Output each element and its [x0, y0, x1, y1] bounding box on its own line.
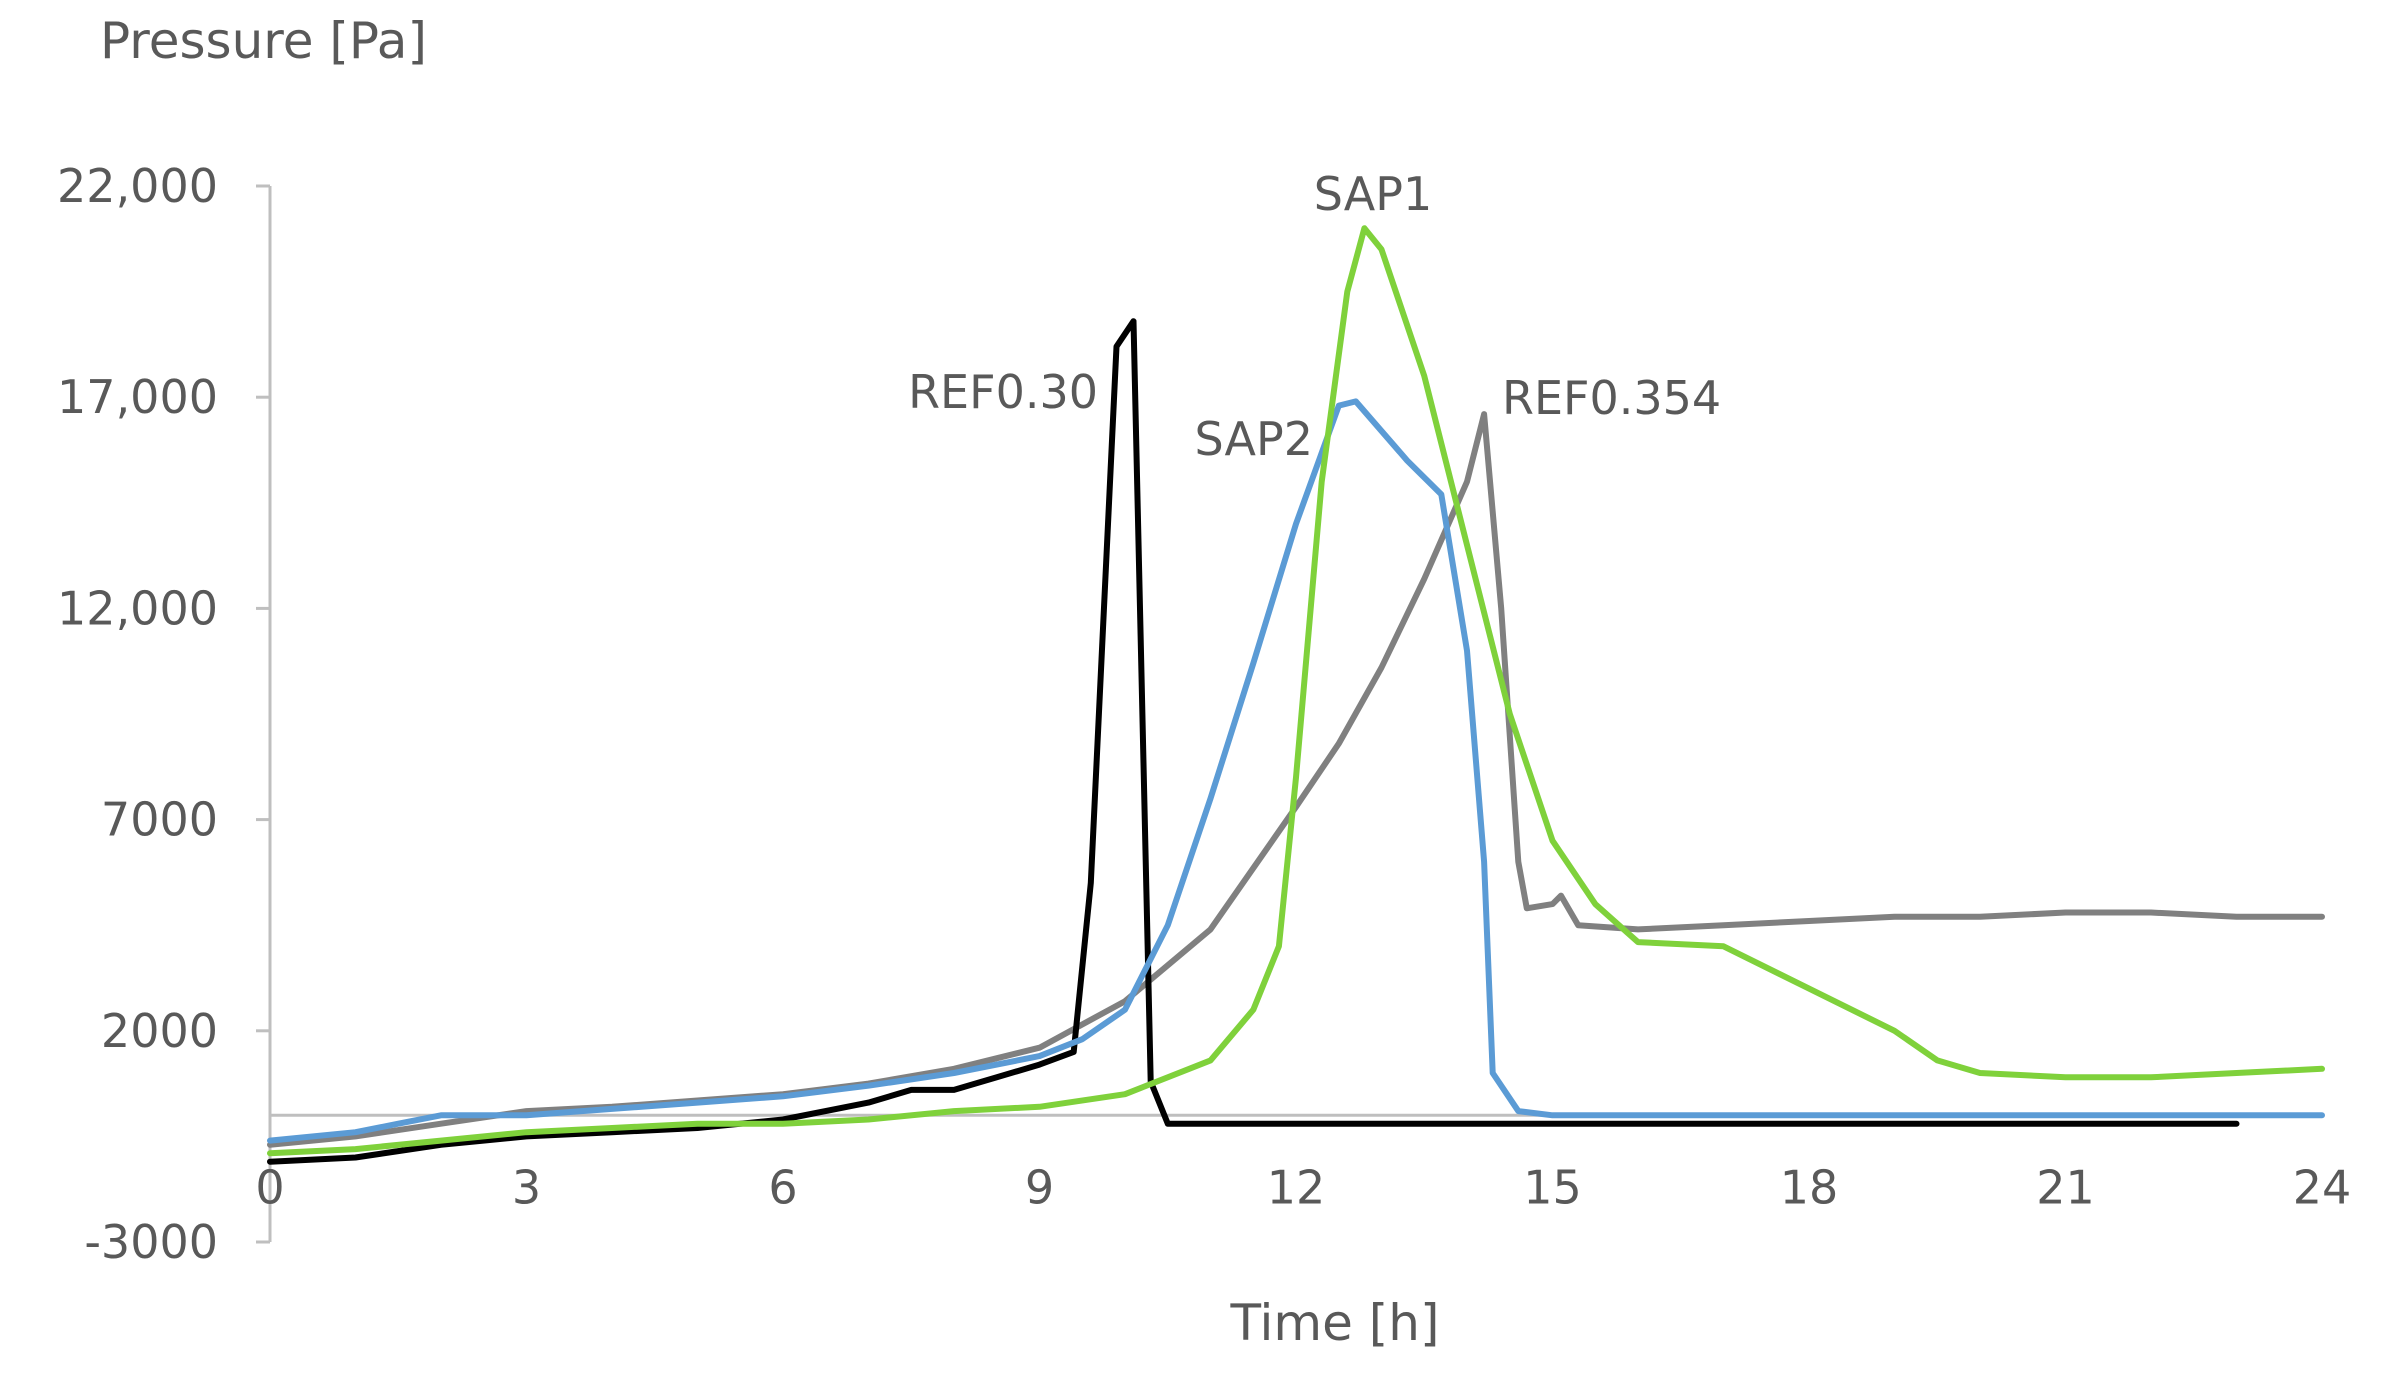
series-label-ref0-354: REF0.354 — [1502, 371, 1721, 425]
y-tick-label: 7000 — [101, 793, 218, 847]
x-tick-label: 3 — [512, 1160, 541, 1214]
series-line-ref0-30 — [267, 318, 2240, 1165]
series-label-sap2: SAP2 — [1194, 412, 1313, 466]
y-tick-label: 17,000 — [57, 370, 218, 424]
x-tick-label: 6 — [768, 1160, 797, 1214]
y-tick-label: 2000 — [101, 1004, 218, 1058]
x-tick-label: 12 — [1267, 1160, 1326, 1214]
series-lines — [267, 225, 2325, 1165]
y-tick-label: 12,000 — [57, 581, 218, 635]
x-tick-label: 0 — [255, 1160, 284, 1214]
x-tick-label: 24 — [2293, 1160, 2352, 1214]
series-line-sap2 — [267, 398, 2325, 1144]
y-tick-label: -3000 — [84, 1215, 218, 1269]
x-tick-label: 9 — [1025, 1160, 1054, 1214]
x-tick-label: 15 — [1523, 1160, 1582, 1214]
x-axis-title: Time [h] — [1230, 1294, 1440, 1352]
series-label-ref0-30: REF0.30 — [908, 365, 1098, 419]
series-line-sap1 — [267, 225, 2325, 1157]
y-axis-title: Pressure [Pa] — [100, 12, 427, 70]
axes: 22,000 17,000 12,000 7000 2000 -3000 0 3 6 9 12 15 1… — [57, 159, 2351, 1269]
series-labels: SAP1 REF0.30 SAP2 REF0.354 — [908, 167, 1721, 466]
y-tick-label: 22,000 — [57, 159, 218, 213]
x-tick-label: 18 — [1780, 1160, 1839, 1214]
x-tick-label: 21 — [2036, 1160, 2095, 1214]
series-label-sap1: SAP1 — [1314, 167, 1433, 221]
